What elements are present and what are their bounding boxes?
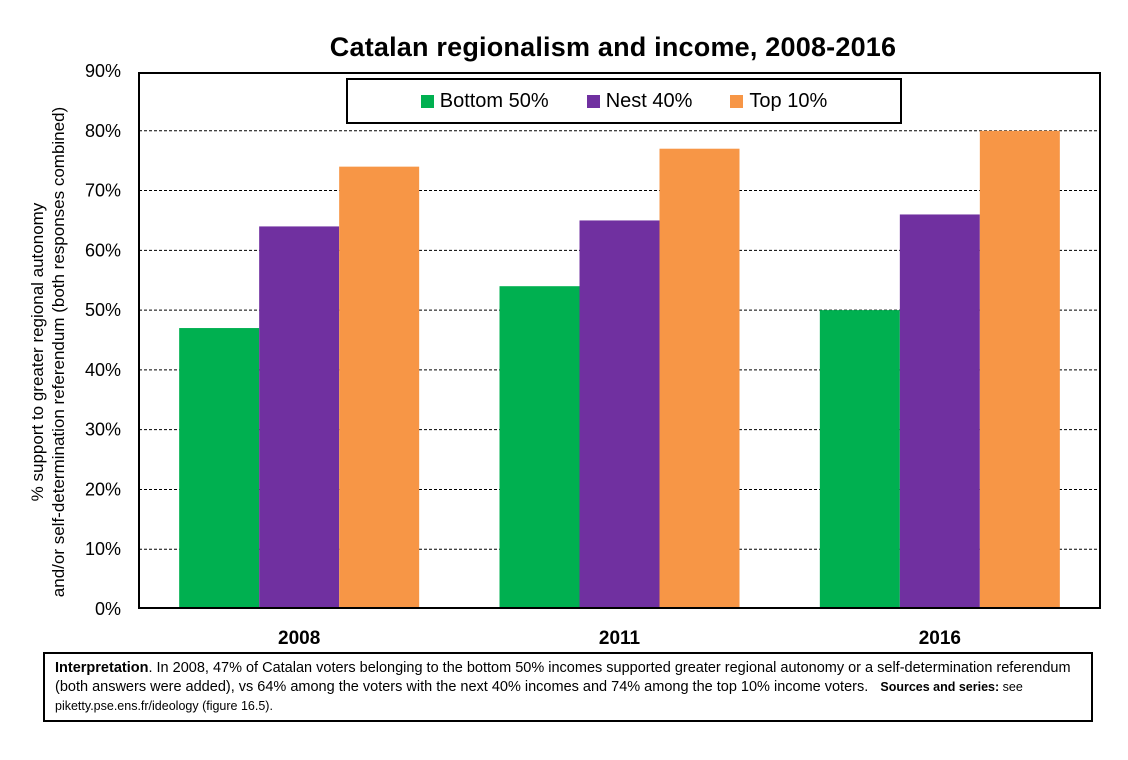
bar [259, 226, 340, 609]
x-category-label: 2008 [278, 628, 320, 649]
bar [899, 214, 980, 609]
interpretation-text: . In 2008, 47% of Catalan voters belongi… [55, 660, 1071, 695]
legend-swatch [420, 94, 434, 108]
bar [179, 328, 260, 609]
x-category-label: 2011 [599, 628, 641, 649]
interpretation-label: Interpretation [55, 660, 149, 676]
y-tick-label: 0% [95, 599, 121, 619]
legend-label: Top 10% [749, 89, 828, 112]
sources-label: Sources and series: [880, 680, 1000, 694]
bar [579, 220, 660, 609]
legend-item: Bottom 50% [420, 89, 549, 113]
legend-label: Bottom 50% [439, 89, 549, 112]
bar [819, 310, 900, 609]
y-tick-label: 50% [85, 300, 121, 320]
legend-swatch [730, 94, 744, 108]
plot-frame [138, 72, 1101, 609]
y-tick-label: 80% [85, 121, 121, 141]
y-tick-label: 90% [85, 61, 121, 81]
sources-text: see piketty.pse.ens.fr/ideology (figure … [55, 680, 1023, 713]
chart-title: Catalan regionalism and income, 2008-201… [329, 32, 897, 62]
interpretation-note: Interpretation. In 2008, 47% of Catalan … [43, 652, 1093, 722]
bar [339, 166, 420, 609]
legend-item: Nest 40% [586, 89, 693, 113]
y-tick-label: 40% [85, 360, 121, 380]
bar [979, 130, 1060, 609]
x-category-label: 2016 [919, 628, 961, 649]
legend-swatch [586, 94, 600, 108]
y-tick-label: 20% [85, 479, 121, 499]
chart-area: 0% 10% 20% 30% 40% 50% 60% 70% 80% 90% 2008 2011 201… [85, 61, 1100, 649]
y-tick-label: 30% [85, 420, 121, 440]
y-tick-label: 60% [85, 240, 121, 260]
y-tick-label: 70% [85, 181, 121, 201]
legend: Bottom 50% Nest 40% Top 10% [346, 78, 902, 124]
bar [659, 148, 740, 609]
legend-item: Top 10% [730, 90, 827, 113]
y-tick-label: 10% [85, 539, 121, 559]
bar [499, 286, 580, 609]
legend-label: Nest 40% [605, 89, 693, 112]
